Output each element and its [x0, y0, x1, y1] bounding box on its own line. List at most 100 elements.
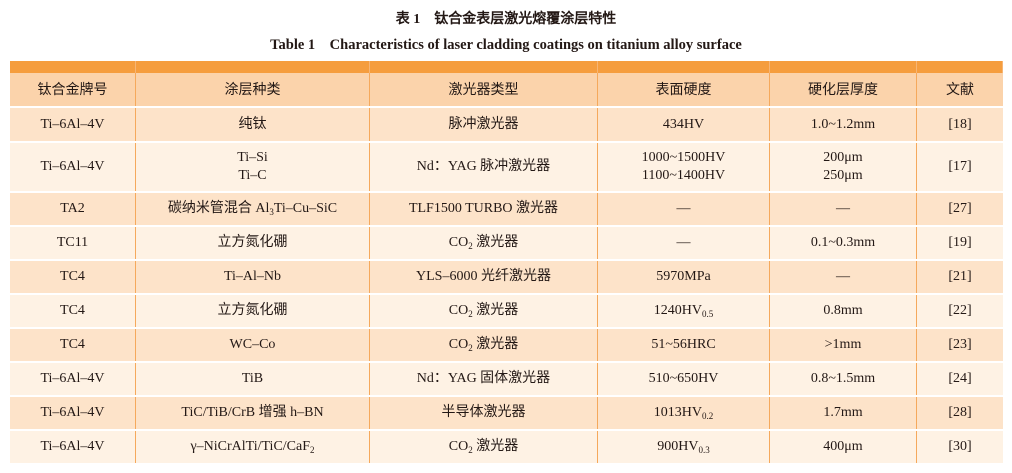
cell-line: 510~650HV	[649, 370, 719, 388]
cell-line: 51~56HRC	[651, 336, 715, 354]
cell-line: 900HV0.3	[657, 438, 709, 456]
cell-surface-hardness: 1000~1500HV 1100~1400HV	[598, 143, 770, 191]
cell-line: γ–NiCrAlTi/TiC/CaF2	[190, 438, 314, 456]
cell-text: Ti–Cu–SiC	[273, 201, 338, 216]
cell-layer-thickness: —	[770, 193, 917, 225]
cell-reference: [17]	[917, 143, 1003, 191]
cell-text: 1100~1400HV	[641, 168, 726, 183]
cell-line: 434HV	[663, 116, 704, 134]
cell-line: [22]	[948, 302, 971, 320]
cell-laser-type: 半导体激光器	[370, 397, 598, 429]
cell-laser-type: TLF1500 TURBO 激光器	[370, 193, 598, 225]
cell-line: Ti–6Al–4V	[40, 116, 104, 134]
cell-text: 400μm	[823, 439, 863, 454]
cell-text: 0.1~0.3mm	[810, 235, 876, 250]
cell-line: [21]	[948, 268, 971, 286]
cell-text: —	[836, 201, 850, 216]
cell-text: WC–Co	[229, 337, 276, 352]
cell-text: Ti–6Al–4V	[40, 159, 105, 174]
cell-line: Nd：YAG 固体激光器	[417, 370, 550, 388]
cell-alloy-grade: TC11	[10, 227, 136, 259]
cell-text: CO	[448, 439, 469, 454]
cell-text: 1013HV	[653, 405, 702, 420]
cell-line: 碳纳米管混合 Al3Ti–Cu–SiC	[168, 200, 337, 218]
cell-text: Ti–6Al–4V	[40, 405, 105, 420]
cell-layer-thickness: 1.0~1.2mm	[770, 108, 917, 141]
cell-text: 立方氮化硼	[217, 235, 288, 250]
cell-layer-thickness: 0.8mm	[770, 295, 917, 327]
cell-text: 51~56HRC	[651, 337, 716, 352]
cell-alloy-grade: Ti–6Al–4V	[10, 397, 136, 429]
cell-text: 0.8~1.5mm	[810, 371, 876, 386]
cell-line: 400μm	[823, 438, 862, 456]
cell-line: 1000~1500HV	[642, 149, 726, 167]
cell-text: [18]	[948, 116, 972, 132]
subscript: 0.5	[701, 309, 714, 319]
cell-laser-type: CO2 激光器	[370, 227, 598, 259]
cell-coating-type: Ti–Al–Nb	[136, 261, 370, 293]
cell-text: Ti–Al–Nb	[223, 269, 282, 284]
cell-text: TLF1500 TURBO 激光器	[408, 201, 559, 216]
cell-text: 1240HV	[653, 303, 702, 318]
cell-text: —	[836, 269, 850, 284]
cell-text: 激光器	[472, 235, 519, 250]
cell-text: Ti–Si	[237, 150, 268, 165]
cell-text: 0.8mm	[823, 303, 863, 318]
column-header-coating-type: 涂层种类	[136, 73, 370, 106]
cell-line: CO2 激光器	[449, 234, 518, 252]
cell-text: [17]	[948, 159, 972, 174]
cell-coating-type: 立方氮化硼	[136, 227, 370, 259]
cell-surface-hardness: 900HV0.3	[598, 431, 770, 463]
cell-line: 半导体激光器	[442, 404, 526, 422]
table-row: TA2 碳纳米管混合 Al3Ti–Cu–SiC TLF1500 TURBO 激光器 —…	[10, 191, 1003, 225]
cell-line: 5970MPa	[656, 268, 710, 286]
cell-line: [17]	[948, 158, 971, 176]
cell-layer-thickness: 0.1~0.3mm	[770, 227, 917, 259]
cell-line: CO2 激光器	[449, 302, 518, 320]
cell-line: [30]	[948, 438, 971, 456]
cell-alloy-grade: TC4	[10, 329, 136, 361]
cell-text: Ti–6Al–4V	[40, 439, 105, 454]
cell-text: Nd：YAG 脉冲激光器	[416, 159, 551, 174]
cell-reference: [27]	[917, 193, 1003, 225]
cell-text: CO	[448, 235, 469, 250]
cell-text: 1000~1500HV	[641, 150, 726, 165]
cell-laser-type: CO2 激光器	[370, 329, 598, 361]
cell-line: TiB	[242, 370, 263, 388]
cell-line: 1100~1400HV	[642, 167, 725, 185]
cell-coating-type: TiB	[136, 363, 370, 395]
cell-text: 510~650HV	[648, 371, 719, 386]
cell-text: 立方氮化硼	[217, 303, 288, 318]
cell-text: —	[676, 201, 691, 216]
cell-coating-type: TiC/TiB/CrB 增强 h–BN	[136, 397, 370, 429]
cell-layer-thickness: 0.8~1.5mm	[770, 363, 917, 395]
cell-text: [23]	[948, 337, 972, 352]
cell-alloy-grade: Ti–6Al–4V	[10, 363, 136, 395]
column-header-alloy-grade: 钛合金牌号	[10, 73, 136, 106]
cell-laser-type: YLS–6000 光纤激光器	[370, 261, 598, 293]
cell-line: [18]	[948, 116, 971, 134]
column-header-laser-type: 激光器类型	[370, 73, 598, 106]
cell-surface-hardness: 1240HV0.5	[598, 295, 770, 327]
cell-line: TiC/TiB/CrB 增强 h–BN	[181, 404, 323, 422]
cell-line: >1mm	[825, 336, 862, 354]
header-bar-segment	[370, 61, 598, 73]
table-header-bar	[10, 61, 1003, 73]
table-header-row: 钛合金牌号 涂层种类 激光器类型 表面硬度 硬化层厚度 文献	[10, 73, 1003, 106]
cell-text: TA2	[60, 201, 85, 216]
table-caption-english: Table 1 Characteristics of laser claddin…	[270, 37, 742, 53]
table-caption-chinese: 表 1 钛合金表层激光熔覆涂层特性	[395, 12, 617, 27]
cell-line: 1013HV0.2	[654, 404, 713, 422]
cell-text: TiB	[241, 371, 264, 386]
cell-layer-thickness: >1mm	[770, 329, 917, 361]
cell-text: [27]	[948, 201, 972, 216]
cell-alloy-grade: TA2	[10, 193, 136, 225]
cell-reference: [18]	[917, 108, 1003, 141]
cell-text: TC4	[60, 269, 85, 284]
cell-surface-hardness: 434HV	[598, 108, 770, 141]
cell-line: 1.7mm	[823, 404, 862, 422]
cell-text: 250μm	[823, 168, 863, 183]
cell-line: 立方氮化硼	[218, 302, 288, 320]
subscript: 2	[310, 445, 315, 455]
cell-text: TC4	[60, 303, 85, 318]
